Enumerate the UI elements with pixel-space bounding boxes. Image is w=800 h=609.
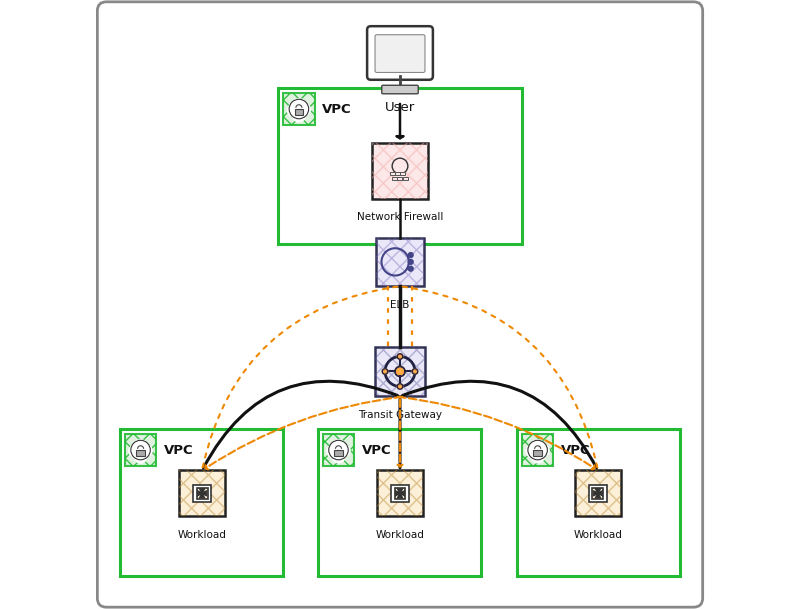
Circle shape	[538, 445, 550, 456]
Circle shape	[408, 259, 413, 264]
Circle shape	[408, 253, 413, 258]
Text: Workload: Workload	[178, 529, 226, 540]
Circle shape	[287, 104, 299, 116]
FancyBboxPatch shape	[593, 488, 603, 499]
Text: User: User	[385, 101, 415, 114]
Circle shape	[339, 445, 350, 456]
FancyBboxPatch shape	[522, 434, 554, 466]
Circle shape	[299, 104, 310, 115]
Circle shape	[526, 445, 538, 457]
FancyBboxPatch shape	[372, 143, 428, 199]
Circle shape	[398, 384, 402, 389]
FancyBboxPatch shape	[376, 238, 424, 286]
FancyBboxPatch shape	[382, 85, 418, 94]
Circle shape	[398, 354, 402, 359]
FancyBboxPatch shape	[98, 2, 702, 607]
FancyBboxPatch shape	[390, 172, 394, 175]
FancyBboxPatch shape	[395, 172, 400, 175]
Text: VPC: VPC	[362, 443, 391, 457]
FancyBboxPatch shape	[194, 485, 210, 502]
FancyBboxPatch shape	[590, 485, 606, 502]
FancyBboxPatch shape	[322, 434, 354, 466]
Circle shape	[292, 108, 306, 122]
FancyBboxPatch shape	[392, 177, 397, 180]
Text: Transit Gateway: Transit Gateway	[358, 410, 442, 420]
FancyBboxPatch shape	[136, 450, 145, 456]
Circle shape	[331, 440, 346, 454]
Text: Network Firewall: Network Firewall	[357, 212, 443, 222]
FancyBboxPatch shape	[197, 488, 207, 499]
FancyBboxPatch shape	[534, 450, 542, 456]
Circle shape	[327, 445, 339, 457]
FancyBboxPatch shape	[398, 177, 402, 180]
FancyBboxPatch shape	[403, 177, 408, 180]
FancyBboxPatch shape	[377, 470, 423, 516]
FancyBboxPatch shape	[394, 488, 406, 499]
FancyBboxPatch shape	[294, 109, 303, 115]
Circle shape	[395, 367, 405, 376]
Circle shape	[141, 445, 152, 456]
FancyBboxPatch shape	[375, 35, 425, 72]
FancyBboxPatch shape	[334, 450, 342, 456]
FancyBboxPatch shape	[120, 429, 283, 576]
Circle shape	[129, 445, 141, 457]
FancyBboxPatch shape	[367, 26, 433, 80]
FancyBboxPatch shape	[391, 485, 409, 502]
Circle shape	[394, 159, 406, 172]
FancyBboxPatch shape	[318, 429, 481, 576]
Text: Workload: Workload	[574, 529, 622, 540]
Circle shape	[382, 368, 388, 375]
Circle shape	[402, 162, 412, 172]
Circle shape	[134, 449, 147, 463]
Circle shape	[388, 161, 399, 172]
FancyBboxPatch shape	[125, 434, 157, 466]
Text: VPC: VPC	[561, 443, 590, 457]
FancyBboxPatch shape	[278, 88, 522, 244]
Text: ELB: ELB	[390, 300, 410, 309]
Circle shape	[531, 449, 544, 463]
Circle shape	[332, 449, 345, 463]
Circle shape	[412, 368, 418, 375]
Circle shape	[408, 266, 413, 271]
FancyBboxPatch shape	[401, 172, 406, 175]
Circle shape	[530, 440, 545, 454]
Text: VPC: VPC	[322, 102, 352, 116]
Text: VPC: VPC	[164, 443, 194, 457]
FancyBboxPatch shape	[179, 470, 225, 516]
Text: Workload: Workload	[375, 529, 425, 540]
FancyBboxPatch shape	[517, 429, 680, 576]
FancyBboxPatch shape	[575, 470, 621, 516]
FancyBboxPatch shape	[283, 93, 314, 125]
Circle shape	[134, 440, 148, 454]
FancyBboxPatch shape	[375, 347, 425, 396]
Circle shape	[291, 99, 306, 113]
